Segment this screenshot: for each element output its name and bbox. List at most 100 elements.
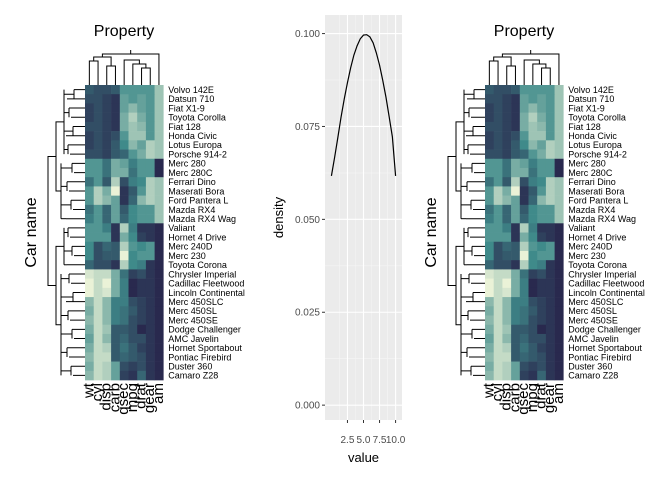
- row-label: Valiant: [168, 223, 195, 233]
- heatmap-cell: [511, 250, 521, 261]
- gridlines: [325, 15, 402, 420]
- heatmap-cell: [554, 250, 564, 261]
- heatmap-cell: [537, 361, 547, 372]
- heatmap-cell: [111, 167, 121, 178]
- heatmap-cell: [554, 85, 564, 95]
- heatmap-cell: [502, 333, 512, 344]
- heatmap-cell: [493, 131, 503, 141]
- heatmap-cell: [493, 204, 503, 215]
- heatmap-cell: [111, 269, 121, 279]
- heatmap-cell: [119, 186, 129, 196]
- dendrogram-branch: [61, 366, 72, 376]
- dendrogram-branch: [447, 155, 456, 287]
- heatmap-cell: [137, 333, 147, 344]
- heatmap-cell: [85, 94, 94, 104]
- heatmap-cell: [128, 94, 138, 104]
- heatmap-cell: [145, 131, 155, 141]
- heatmap-cell: [85, 269, 94, 279]
- heatmap-cell: [119, 223, 129, 233]
- heatmap-cell: [145, 370, 155, 381]
- heatmap-cell: [511, 306, 521, 316]
- heatmap-cell: [154, 85, 164, 95]
- heatmap-cell: [154, 131, 164, 141]
- heatmap-cell: [111, 315, 121, 326]
- heatmap-cell: [111, 195, 121, 206]
- row-label: AMC Javelin: [168, 334, 219, 344]
- heatmap-cell: [102, 297, 112, 307]
- heatmap-cell: [528, 186, 538, 196]
- heatmap-cell: [554, 370, 564, 381]
- heatmap-cell: [154, 167, 164, 178]
- heatmap-ylabel: Car name: [423, 197, 440, 267]
- heatmap-cell: [119, 250, 129, 261]
- heatmap-cell: [545, 112, 555, 123]
- heatmap-cell: [93, 149, 103, 160]
- heatmap-cell: [128, 112, 138, 123]
- row-label: Merc 450SL: [568, 306, 617, 316]
- heatmap-ylabel: Car name: [23, 197, 40, 267]
- column-label: drat: [133, 382, 150, 409]
- heatmap-cell: [502, 167, 512, 178]
- row-label: Merc 450SLC: [568, 297, 624, 307]
- heatmap-cell: [102, 333, 112, 344]
- heatmap-cell: [93, 195, 103, 206]
- heatmap-cell: [511, 94, 521, 104]
- row-label: Merc 230: [168, 251, 206, 261]
- heatmap-cell: [102, 223, 112, 233]
- density-plot: 0.000 0.025 0.050 0.075 0.100 2.5 5.0 7.5 10.0 va…: [271, 15, 406, 465]
- heatmap-cell: [554, 121, 564, 132]
- heatmap-cell: [93, 297, 103, 307]
- heatmap-cell: [545, 214, 555, 224]
- row-label: Dodge Challenger: [568, 325, 641, 335]
- heatmap-cell: [485, 297, 494, 307]
- dendrogram-branch: [461, 310, 469, 321]
- row-label: Merc 450SE: [568, 315, 618, 325]
- column-label: qsec: [115, 383, 132, 415]
- heatmap-cell: [102, 103, 112, 113]
- heatmap-cell: [554, 186, 564, 196]
- dendrogram-branch: [461, 181, 468, 192]
- heatmap-cell: [137, 287, 147, 298]
- heatmap-cell: [128, 297, 138, 307]
- heatmap-cell: [137, 131, 147, 141]
- heatmap-cell: [93, 204, 103, 215]
- row-label: Merc 240D: [568, 242, 613, 252]
- heatmap-cell: [528, 278, 538, 289]
- heatmap-cell: [511, 103, 521, 113]
- dendrogram-branch: [123, 59, 140, 80]
- heatmap-cell: [519, 241, 529, 252]
- heatmap-cell: [519, 260, 529, 270]
- heatmap-cell: [111, 140, 121, 150]
- dendrogram-branch: [541, 67, 551, 76]
- dendrogram-branch: [461, 329, 473, 339]
- heatmap-title: Property: [494, 23, 554, 40]
- heatmap-cell: [93, 94, 103, 104]
- heatmap-cell: [519, 343, 529, 353]
- heatmap-cell: [93, 250, 103, 261]
- heatmap-cell: [502, 315, 512, 326]
- heatmap-cell: [519, 94, 529, 104]
- heatmap-cell: [502, 352, 512, 362]
- heatmap-cell: [154, 158, 164, 169]
- heatmap-cell: [493, 223, 503, 233]
- dendrogram-branch: [61, 292, 74, 302]
- heatmap-cell: [119, 324, 129, 335]
- row-label: Lotus Europa: [568, 140, 622, 150]
- heatmap-cell: [493, 149, 503, 160]
- heatmap-cell: [502, 269, 512, 279]
- row-dendrogram: [47, 89, 85, 376]
- heatmap-cell: [485, 241, 494, 252]
- heatmap-cell: [502, 204, 512, 215]
- heatmap-cell: [537, 306, 547, 316]
- heatmap-cell: [145, 352, 155, 362]
- dendrogram-branch: [55, 245, 64, 326]
- heatmap-cell: [154, 195, 164, 206]
- heatmap-cell: [502, 232, 512, 243]
- heatmap-cell: [93, 167, 103, 178]
- heatmap-cell: [554, 232, 564, 243]
- heatmap-cell: [519, 315, 529, 326]
- heatmap-cell: [145, 140, 155, 150]
- heatmap-cell: [493, 241, 503, 252]
- heatmap-cell: [137, 149, 147, 160]
